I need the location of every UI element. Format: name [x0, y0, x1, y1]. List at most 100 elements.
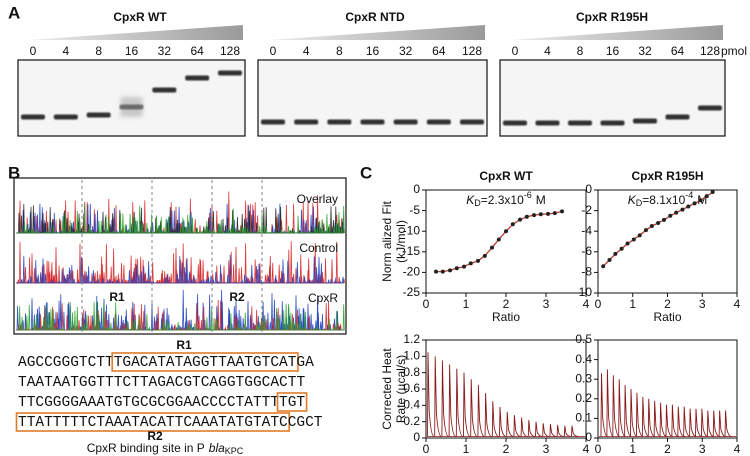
data-point — [490, 245, 494, 250]
y-tick-label: -15 — [403, 244, 421, 258]
kd-mantissa: =2.3x10 — [481, 193, 524, 207]
injection-peak — [641, 396, 649, 437]
injection-peak — [427, 352, 435, 437]
data-point — [510, 222, 515, 227]
injection-peak — [677, 406, 685, 437]
injection-peak — [484, 393, 492, 437]
lane-label: 4 — [303, 44, 310, 58]
injection-peak — [491, 401, 499, 437]
injection-peak — [700, 408, 708, 437]
region-label: R1 — [109, 290, 125, 304]
injection-peak — [606, 369, 614, 437]
trace — [16, 301, 345, 331]
y-tick-label: 0 — [585, 430, 592, 444]
y-tick-label: 0.8 — [403, 365, 420, 379]
data-point — [482, 253, 487, 258]
y-tick-label: 0.6 — [403, 381, 420, 395]
x-tick-label: 2 — [503, 297, 510, 311]
x-tick-label: 3 — [699, 297, 706, 311]
injection-peak — [499, 406, 507, 437]
data-point — [476, 258, 480, 263]
sequence-text: TAATAATGGTTTCTTAGACGTCAGGTGGCACTT — [18, 375, 305, 391]
x-axis-label: Ratio — [653, 310, 681, 324]
data-point — [454, 266, 459, 271]
injection-peak — [724, 410, 732, 437]
chart-title: CpxR R195H — [631, 169, 703, 183]
data-point — [607, 258, 612, 263]
gel-band — [218, 70, 242, 76]
data-point — [524, 214, 529, 219]
kd-symbol: K — [466, 193, 475, 207]
lane-label: 0 — [512, 44, 519, 58]
injection-peak — [659, 402, 667, 437]
data-point — [649, 224, 654, 229]
gel-unit: pmol — [721, 44, 747, 58]
gel-band — [53, 114, 78, 120]
y-tick-label: -10 — [575, 285, 593, 299]
lane-label: 64 — [432, 44, 446, 58]
x-tick-label: 3 — [699, 442, 706, 456]
y-axis-label: Norm alized Fit — [380, 200, 394, 281]
caption-gene: bla — [209, 441, 225, 455]
data-point — [619, 246, 624, 251]
kd-annotation: KD=2.3x10-6 M — [466, 190, 546, 208]
injection-peak — [600, 373, 608, 437]
injection-peak — [513, 415, 521, 437]
y-tick-label: -20 — [403, 265, 421, 279]
data-point — [710, 190, 715, 195]
y-tick-label: 0 — [585, 182, 592, 196]
injection-peak — [683, 406, 691, 437]
lane-label: 32 — [399, 44, 413, 58]
data-point — [668, 213, 673, 218]
y-tick-label: -5 — [409, 203, 420, 217]
x-tick-label: 4 — [734, 297, 741, 311]
y-tick-label: 1.0 — [403, 349, 420, 363]
data-point — [686, 204, 691, 209]
kd-exponent: -4 — [685, 190, 693, 200]
kd-symbol: K — [628, 193, 637, 207]
gel-band — [535, 120, 560, 126]
y-tick-label: 0 — [413, 182, 420, 196]
y-tick-label: -4 — [581, 223, 592, 237]
data-point — [518, 217, 522, 222]
data-point — [704, 194, 709, 199]
concentration-wedge — [268, 25, 485, 40]
lane-label: 8 — [95, 44, 102, 58]
kd-exponent: -6 — [524, 190, 532, 200]
injection-peak — [506, 411, 514, 437]
injection-peak — [527, 419, 535, 437]
x-tick-label: 1 — [629, 442, 636, 456]
lane-label: 16 — [366, 44, 380, 58]
gel-band — [426, 119, 451, 125]
gel-band — [633, 118, 657, 124]
data-point — [631, 237, 636, 242]
gel-band — [698, 105, 722, 111]
injection-peak — [470, 379, 478, 437]
data-point — [434, 269, 438, 274]
lane-label: 128 — [462, 44, 482, 58]
injection-peak — [635, 392, 644, 437]
kd-annotation: KD=8.1x10-4M — [628, 190, 708, 208]
injection-peak — [455, 368, 463, 437]
gel-band — [327, 119, 352, 125]
gel-band — [152, 87, 177, 93]
y-tick-label: -25 — [403, 285, 421, 299]
injection-peak — [542, 423, 550, 437]
gel-band — [294, 119, 319, 125]
panel-label: C — [360, 163, 372, 182]
data-point — [468, 261, 473, 266]
lane-label: 128 — [700, 44, 720, 58]
fit-line — [436, 210, 563, 273]
x-tick-label: 2 — [664, 442, 671, 456]
gel-title: CpxR R195H — [576, 10, 648, 24]
injection-peak — [571, 425, 579, 437]
x-tick-label: 0 — [595, 442, 602, 456]
injection-peak — [665, 404, 673, 437]
x-tick-label: 0 — [423, 442, 430, 456]
data-point — [613, 251, 618, 256]
x-tick-label: 1 — [463, 442, 470, 456]
sequence-text: CGCT — [288, 415, 323, 431]
chart-title: CpxR WT — [479, 169, 533, 183]
injection-peak — [671, 404, 679, 437]
x-tick-label: 3 — [543, 442, 550, 456]
